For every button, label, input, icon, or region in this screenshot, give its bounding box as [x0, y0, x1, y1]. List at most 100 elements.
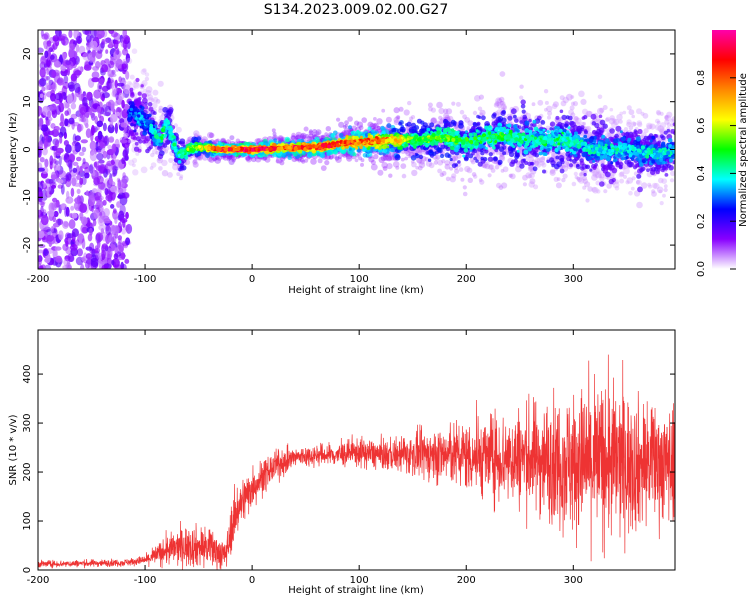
spectrogram-ridge-blob	[462, 185, 467, 190]
spectrogram-ridge-blob	[400, 157, 405, 162]
spectrogram-ridge-blob	[582, 121, 586, 126]
spectrogram-ridge-blob	[186, 137, 192, 142]
spectrogram-ridge-blob	[417, 165, 423, 171]
spectrogram-ridge-blob	[578, 177, 585, 184]
spectrogram-ridge-blob	[373, 153, 379, 160]
spectrogram-ridge-blob	[514, 118, 519, 123]
spectrogram-noise-blob	[122, 30, 127, 39]
spectrogram-noise-blob	[60, 65, 66, 72]
spectrogram-noise-blob	[79, 165, 83, 174]
spectrogram-ridge-blob	[458, 167, 464, 172]
spectrogram-noise-blob	[89, 151, 98, 162]
spectrogram-noise-blob	[76, 123, 82, 133]
spectrogram-ridge-blob	[452, 121, 457, 125]
spectrogram-ridge-blob	[487, 164, 493, 170]
spectrogram-ridge-blob	[129, 74, 135, 80]
spectrogram-ridge-blob	[595, 171, 602, 179]
spectrogram-ridge-blob	[147, 94, 154, 101]
spectrogram-noise-blob	[51, 44, 55, 53]
spectrogram-ridge-blob	[449, 166, 453, 171]
spectrogram-ridge-blob	[432, 151, 437, 156]
spectrogram-ridge-blob	[592, 171, 600, 178]
spectrogram-ridge-blob	[135, 132, 139, 136]
spectrogram-noise-blob	[92, 218, 97, 227]
spectrogram-ridge-blob	[388, 150, 396, 158]
spectrogram-ridge-blob	[436, 101, 443, 109]
spectrogram-ridge-blob	[528, 156, 534, 163]
spectrogram-ridge-blob	[151, 98, 155, 102]
spectrogram-noise-blob	[54, 160, 60, 166]
spectrogram-ridge-blob	[278, 136, 284, 142]
spectrogram-noise-blob	[54, 246, 62, 251]
spectrogram-ridge-blob	[642, 137, 647, 142]
spectrogram-ridge-blob	[618, 172, 624, 178]
spectrogram-ridge-blob	[552, 101, 559, 108]
spectrogram-ridge-blob	[131, 157, 138, 164]
spectrogram-noise-blob	[105, 101, 112, 108]
spectrogram-noise-blob	[40, 30, 45, 37]
spectrogram-ridge-blob	[475, 159, 479, 163]
spectrogram-noise-blob	[41, 33, 49, 40]
spectrogram-ridge-blob	[172, 161, 176, 166]
spectrogram-noise-blob	[48, 178, 56, 185]
spectrogram-ridge-blob	[519, 163, 525, 169]
spectrogram-noise-blob	[64, 206, 68, 218]
spectrogram-ridge-blob	[459, 109, 465, 115]
spectrogram-noise-blob	[74, 135, 81, 142]
spectrogram-ridge-blob	[656, 120, 661, 125]
spectrogram-noise-blob	[79, 177, 84, 185]
spectrogram-ridge-blob	[457, 160, 461, 164]
spectrogram-ridge-blob	[482, 163, 488, 169]
spectrogram-noise-blob	[45, 82, 50, 91]
spectrogram-noise-blob	[65, 60, 72, 66]
spectrogram-ridge-blob	[502, 151, 507, 156]
spectrogram-ridge-blob	[672, 160, 675, 165]
spectrogram-ridge-blob	[632, 122, 637, 126]
spectrogram-noise-blob	[52, 35, 59, 42]
spectrogram-noise-blob	[44, 158, 49, 168]
spectrogram-ridge-blob	[571, 181, 577, 187]
spectrogram-noise-blob	[108, 41, 113, 48]
spectrogram-noise-blob	[107, 124, 115, 134]
spectrogram-noise-blob	[52, 215, 56, 223]
spectrogram-noise-blob	[84, 172, 90, 179]
spectrogram-ridge-blob	[315, 129, 322, 136]
spectrogram-ridge-blob	[585, 164, 591, 170]
spectrogram-noise-blob	[44, 140, 49, 149]
spectrogram-noise-blob	[75, 44, 80, 53]
spectrogram-noise-blob	[117, 82, 125, 87]
spectrogram-ridge-blob	[534, 157, 541, 164]
spectrogram-ridge-blob	[663, 187, 668, 193]
spectrogram-noise-blob	[85, 128, 92, 139]
spectrogram-ridge-blob	[467, 177, 473, 183]
spectrogram-ridge-blob	[480, 156, 484, 161]
spectrogram-ridge-blob	[404, 156, 408, 161]
spectrogram-ridge-blob	[546, 105, 553, 113]
spectrogram-ridge-blob	[636, 120, 643, 126]
spectrogram-noise-blob	[103, 136, 108, 145]
spectrogram-noise-blob	[83, 252, 88, 261]
spectrogram-noise-blob	[123, 84, 131, 94]
spectrogram-ridge-blob	[583, 129, 588, 133]
spectrogram-ridge-blob	[300, 133, 305, 138]
spectrogram-noise-blob	[58, 170, 67, 179]
spectrogram-noise-blob	[53, 144, 59, 151]
spectrogram-noise-blob	[117, 235, 123, 241]
spectrogram-ridge-blob	[618, 133, 623, 138]
spectrogram-noise-blob	[110, 113, 118, 123]
spectrogram-ridge-blob	[544, 100, 549, 105]
spectrogram-noise-blob	[71, 177, 77, 187]
spectrogram-ridge-blob	[668, 165, 674, 171]
spectrogram-ridge-blob	[272, 131, 277, 136]
spectrogram-noise-blob	[71, 143, 76, 153]
spectrogram-ridge-blob	[295, 134, 302, 140]
spectrogram-noise-blob	[72, 133, 77, 144]
spectrogram-noise-blob	[74, 196, 83, 205]
spectrogram-ridge-blob	[128, 129, 135, 135]
spectrogram-ridge-blob	[636, 173, 642, 179]
spectrogram-ridge-blob	[368, 156, 375, 163]
spectrogram-ridge-blob	[176, 172, 181, 177]
spectrogram-ridge-blob	[549, 157, 555, 163]
spectrogram-ridge-blob	[582, 175, 588, 181]
spectrogram-ridge-blob	[499, 100, 506, 107]
